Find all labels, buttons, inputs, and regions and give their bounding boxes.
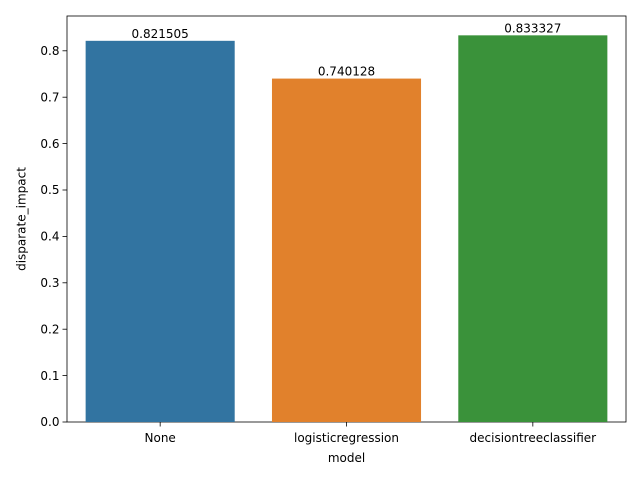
bar-3 (458, 35, 608, 423)
bars (85, 35, 608, 423)
value-labels: 0.821505 0.740128 0.833327 (132, 21, 562, 78)
bar-1 (85, 40, 235, 422)
y-tick-label-0: 0.0 (40, 415, 59, 429)
x-tick-label-1: None (145, 431, 176, 445)
y-tick-label-7: 0.7 (40, 90, 59, 104)
value-label-2: 0.740128 (318, 65, 375, 79)
y-tick-label-6: 0.6 (40, 137, 59, 151)
bar-2 (271, 78, 422, 422)
x-axis: None logisticregression decisiontreeclassi… (145, 422, 597, 445)
y-axis-title: disparate_impact (15, 167, 29, 271)
y-tick-label-3: 0.3 (40, 276, 59, 290)
y-tick-label-5: 0.5 (40, 183, 59, 197)
value-label-1: 0.821505 (132, 27, 189, 41)
y-tick-label-4: 0.4 (40, 230, 59, 244)
y-tick-label-2: 0.2 (40, 322, 59, 336)
value-label-3: 0.833327 (504, 21, 561, 35)
x-tick-label-3: decisiontreeclassifier (470, 431, 597, 445)
y-tick-label-8: 0.8 (40, 44, 59, 58)
x-axis-title: model (328, 451, 365, 465)
y-tick-label-1: 0.1 (40, 369, 59, 383)
x-tick-label-2: logisticregression (294, 431, 399, 445)
y-axis: 0.0 0.1 0.2 0.3 0.4 0.5 0.6 0.7 0.8 (40, 44, 67, 429)
